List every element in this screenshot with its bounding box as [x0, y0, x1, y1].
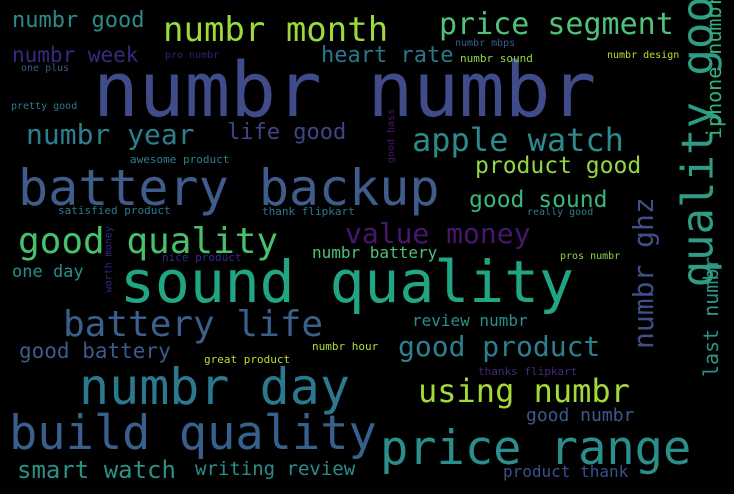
word: good numbr [526, 405, 635, 426]
word: pros numbr [560, 251, 621, 262]
word: sound quality [120, 248, 574, 316]
word: good product [398, 330, 601, 363]
word: last numbr [699, 256, 723, 377]
word: life good [227, 120, 347, 145]
word: apple watch [412, 121, 624, 159]
word: awesome product [130, 153, 230, 166]
word: numbr week [12, 43, 139, 67]
word: writing review [195, 458, 356, 480]
word: product good [475, 153, 642, 179]
word: thanks flipkart [478, 365, 578, 378]
word: numbr day [79, 358, 350, 416]
word: good quality [18, 221, 279, 262]
word: iphone numbr [702, 0, 726, 139]
word: value money [345, 217, 531, 250]
word: review numbr [412, 311, 528, 330]
word: price range [380, 421, 692, 476]
word: product thank [503, 462, 629, 481]
word: good sound [469, 187, 608, 213]
word: thank flipkart [262, 205, 355, 218]
word: good battery [19, 339, 171, 363]
word: good bass [386, 108, 397, 164]
word: one day [12, 262, 84, 282]
word: pretty good [11, 101, 78, 112]
word: numbr design [607, 50, 680, 61]
word: numbr sound [460, 52, 533, 65]
word: numbr hour [312, 340, 379, 353]
word: using numbr [418, 372, 630, 410]
word: numbr numbr [93, 45, 597, 134]
word: numbr ghz [627, 197, 660, 349]
word: numbr mbps [455, 38, 516, 49]
word: smart watch [17, 456, 176, 484]
word: numbr year [26, 118, 195, 151]
word: great product [204, 353, 291, 366]
word: battery backup [18, 159, 440, 217]
word: worth money [103, 226, 115, 293]
word: battery life [63, 304, 324, 345]
word: nice product [162, 251, 242, 264]
word: satisfied product [58, 204, 171, 217]
word: numbr battery [312, 243, 438, 262]
word: one plus [21, 63, 70, 74]
word: numbr good [12, 8, 145, 33]
word: price segment [439, 7, 674, 42]
word: pro numbr [165, 50, 220, 61]
word: numbr month [163, 10, 389, 50]
word: heart rate [321, 43, 454, 68]
word: build quality [9, 406, 377, 461]
word: really good [527, 207, 594, 218]
